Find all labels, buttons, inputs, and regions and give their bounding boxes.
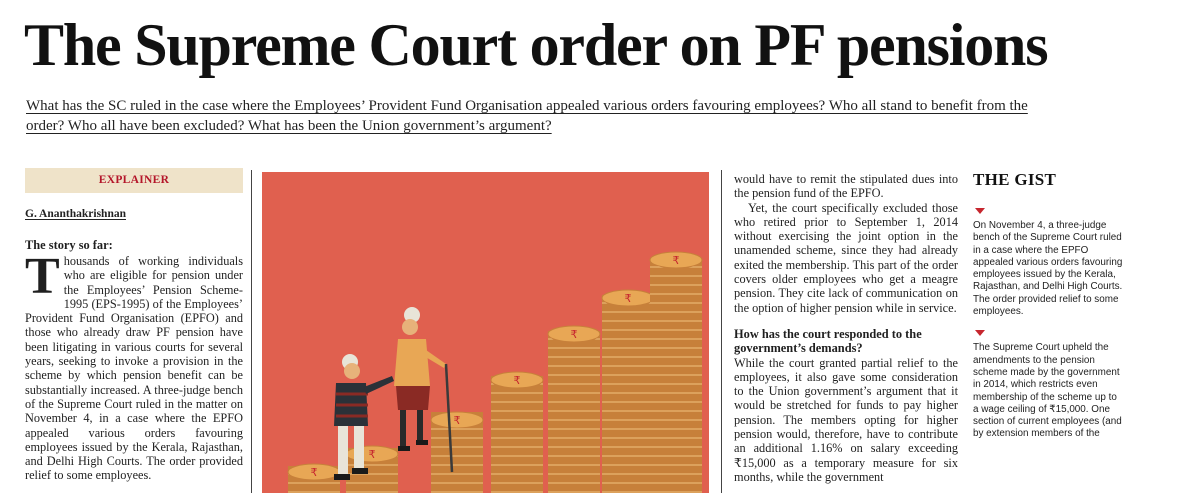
coin-stack: ₹ bbox=[547, 325, 601, 493]
article-paragraph: Yet, the court specifically excluded tho… bbox=[734, 200, 958, 315]
byline[interactable]: G. Ananthakrishnan bbox=[25, 208, 126, 220]
coin-stack: ₹ bbox=[430, 411, 484, 493]
story-so-far-heading: The story so far: bbox=[25, 238, 113, 252]
rupee-icon: ₹ bbox=[369, 448, 376, 461]
drop-cap: T bbox=[25, 248, 60, 305]
rupee-icon: ₹ bbox=[571, 328, 578, 341]
article-column-2: would have to remit the stipulated dues … bbox=[734, 172, 958, 484]
illustration: ₹ ₹ ₹ ₹ ₹ ₹ ₹ bbox=[262, 172, 709, 493]
deck: What has the SC ruled in the case where … bbox=[26, 96, 1036, 136]
section-heading: How has the court responded to the gover… bbox=[734, 326, 922, 356]
rupee-icon: ₹ bbox=[311, 466, 318, 479]
gist-item: On November 4, a three-judge bench of th… bbox=[973, 220, 1123, 318]
rupee-icon: ₹ bbox=[673, 254, 680, 267]
triangle-bullet-icon bbox=[975, 330, 985, 337]
coin-stack: ₹ bbox=[601, 289, 655, 493]
rupee-icon: ₹ bbox=[625, 292, 632, 305]
the-gist-sidebar: THE GIST On November 4, a three-judge be… bbox=[973, 170, 1123, 441]
coin-stacks: ₹ ₹ ₹ ₹ ₹ ₹ ₹ bbox=[287, 251, 703, 493]
elderly-couple-figure bbox=[334, 307, 454, 480]
gist-item: The Supreme Court upheld the amendments … bbox=[973, 342, 1122, 440]
rupee-icon: ₹ bbox=[514, 374, 521, 387]
column-rule bbox=[721, 170, 722, 493]
triangle-bullet-icon bbox=[975, 208, 985, 214]
coin-stack: ₹ bbox=[287, 463, 341, 493]
explainer-tag: EXPLAINER bbox=[25, 168, 243, 193]
article-paragraph: would have to remit the stipulated dues … bbox=[734, 172, 958, 201]
headline: The Supreme Court order on PF pensions bbox=[24, 12, 1049, 78]
coin-stack: ₹ bbox=[649, 251, 703, 493]
article-paragraph: While the court granted partial relief t… bbox=[734, 355, 958, 484]
rupee-icon: ₹ bbox=[454, 414, 461, 427]
gist-title: THE GIST bbox=[973, 170, 1057, 189]
column-rule bbox=[251, 170, 252, 493]
paragraph-text: housands of working individuals who are … bbox=[25, 254, 243, 483]
coin-stack: ₹ bbox=[490, 371, 544, 493]
deck-text: What has the SC ruled in the case where … bbox=[26, 98, 1028, 134]
